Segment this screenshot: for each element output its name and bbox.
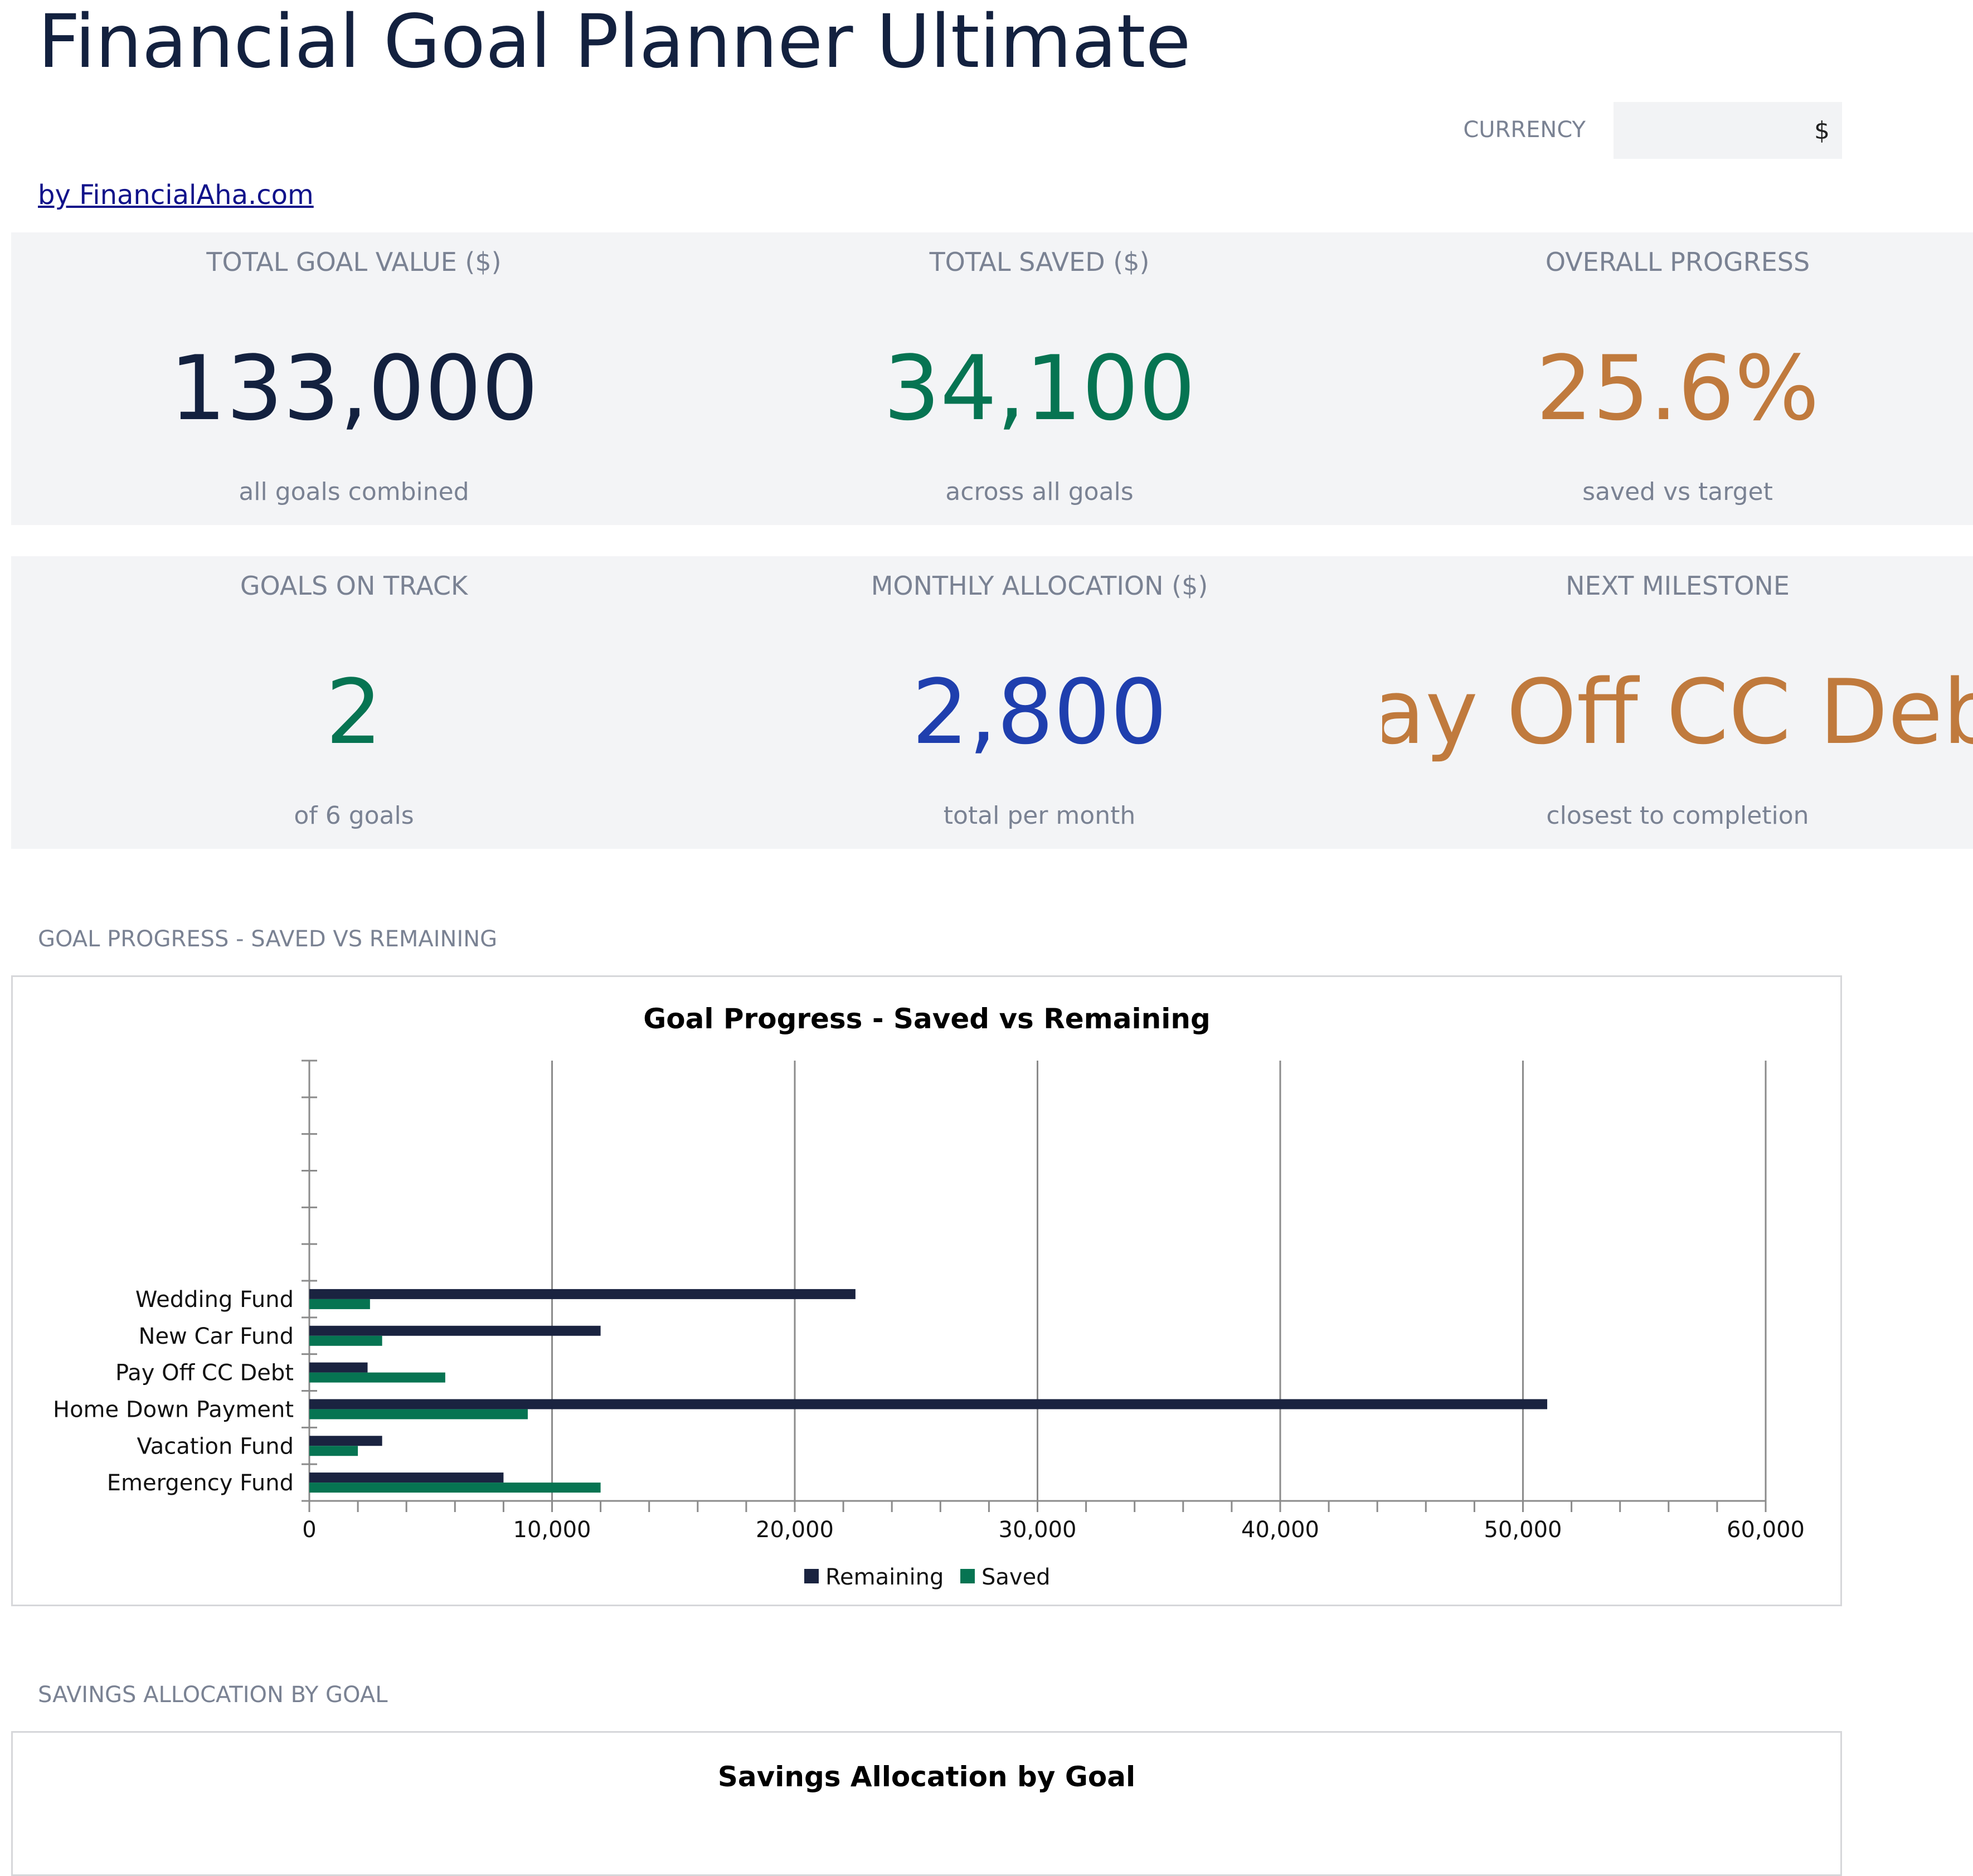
- bar-remaining: [309, 1362, 368, 1373]
- currency-input[interactable]: $: [1614, 102, 1842, 159]
- kpi-total-goal-value: TOTAL GOAL VALUE ($) 133,000 all goals c…: [11, 232, 697, 525]
- bar-remaining: [309, 1472, 504, 1483]
- chart-title: Savings Allocation by Goal: [717, 1761, 1136, 1793]
- y-category-label: New Car Fund: [139, 1324, 294, 1349]
- kpi-goals-on-track: GOALS ON TRACK 2 of 6 goals: [11, 556, 697, 849]
- chart-title: Goal Progress - Saved vs Remaining: [643, 1003, 1211, 1035]
- x-tick-label: 0: [302, 1517, 316, 1543]
- kpi-label: TOTAL GOAL VALUE ($): [206, 247, 502, 277]
- kpi-next-milestone: NEXT MILESTONE Pay Off CC Debt closest t…: [1382, 556, 1973, 849]
- y-category-label: Pay Off CC Debt: [115, 1360, 294, 1386]
- kpi-label: OVERALL PROGRESS: [1545, 247, 1810, 277]
- legend-swatch-saved: [960, 1569, 975, 1583]
- goal-progress-chart-svg: Goal Progress - Saved vs Remaining 0 10,0…: [53, 1003, 1805, 1590]
- kpi-row-1: TOTAL GOAL VALUE ($) 133,000 all goals c…: [11, 232, 1973, 525]
- currency-label: CURRENCY: [1463, 117, 1586, 143]
- section-title-savings-allocation: SAVINGS ALLOCATION BY GOAL: [38, 1682, 388, 1708]
- byline-link[interactable]: by FinancialAha.com: [38, 179, 314, 211]
- bar-saved: [309, 1446, 358, 1456]
- legend-label-remaining: Remaining: [825, 1564, 944, 1590]
- bar-saved: [309, 1299, 370, 1309]
- kpi-label: NEXT MILESTONE: [1566, 571, 1790, 601]
- x-tick-label: 20,000: [756, 1517, 834, 1543]
- y-category-label: Vacation Fund: [137, 1433, 294, 1459]
- bar-saved: [309, 1409, 528, 1420]
- bar-remaining: [309, 1399, 1548, 1410]
- y-category-label: Emergency Fund: [107, 1470, 294, 1496]
- kpi-value: 133,000: [169, 336, 538, 440]
- kpi-value: 2: [325, 660, 382, 764]
- bar-remaining: [309, 1289, 856, 1299]
- bar-remaining: [309, 1436, 382, 1446]
- legend-swatch-remaining: [804, 1569, 819, 1583]
- x-tick-label: 40,000: [1241, 1517, 1319, 1543]
- kpi-subtext: across all goals: [945, 478, 1134, 506]
- savings-allocation-chart: Savings Allocation by Goal: [11, 1731, 1842, 1876]
- x-tick-label: 30,000: [999, 1517, 1077, 1543]
- goal-progress-chart: Goal Progress - Saved vs Remaining 0 10,0…: [11, 975, 1842, 1606]
- kpi-value: Pay Off CC Debt: [1382, 660, 1973, 764]
- bar-saved: [309, 1372, 445, 1383]
- kpi-subtext: all goals combined: [239, 478, 469, 506]
- kpi-overall-progress: OVERALL PROGRESS 25.6% saved vs target: [1382, 232, 1973, 525]
- kpi-subtext: of 6 goals: [294, 801, 414, 830]
- y-category-label: Wedding Fund: [135, 1287, 294, 1313]
- kpi-subtext: closest to completion: [1546, 801, 1809, 830]
- kpi-total-saved: TOTAL SAVED ($) 34,100 across all goals: [697, 232, 1382, 525]
- x-tick-label: 10,000: [513, 1517, 591, 1543]
- kpi-subtext: total per month: [943, 801, 1136, 830]
- kpi-value: 25.6%: [1535, 336, 1820, 440]
- bar-remaining: [309, 1325, 601, 1336]
- currency-value: $: [1814, 116, 1830, 145]
- kpi-value: 2,800: [911, 660, 1168, 764]
- x-tick-label: 50,000: [1484, 1517, 1562, 1543]
- bar-saved: [309, 1335, 382, 1346]
- kpi-label: TOTAL SAVED ($): [929, 247, 1150, 277]
- kpi-label: GOALS ON TRACK: [240, 571, 468, 601]
- kpi-row-2: GOALS ON TRACK 2 of 6 goals MONTHLY ALLO…: [11, 556, 1973, 849]
- section-title-goal-progress: GOAL PROGRESS - SAVED VS REMAINING: [38, 926, 498, 952]
- x-tick-label: 60,000: [1727, 1517, 1805, 1543]
- kpi-value: 34,100: [883, 336, 1196, 440]
- legend-label-saved: Saved: [981, 1564, 1051, 1590]
- kpi-subtext: saved vs target: [1582, 478, 1773, 506]
- app-title: Financial Goal Planner Ultimate: [38, 0, 1191, 85]
- y-category-label: Home Down Payment: [53, 1397, 294, 1422]
- kpi-monthly-allocation: MONTHLY ALLOCATION ($) 2,800 total per m…: [697, 556, 1382, 849]
- bar-saved: [309, 1483, 601, 1493]
- kpi-label: MONTHLY ALLOCATION ($): [871, 571, 1208, 601]
